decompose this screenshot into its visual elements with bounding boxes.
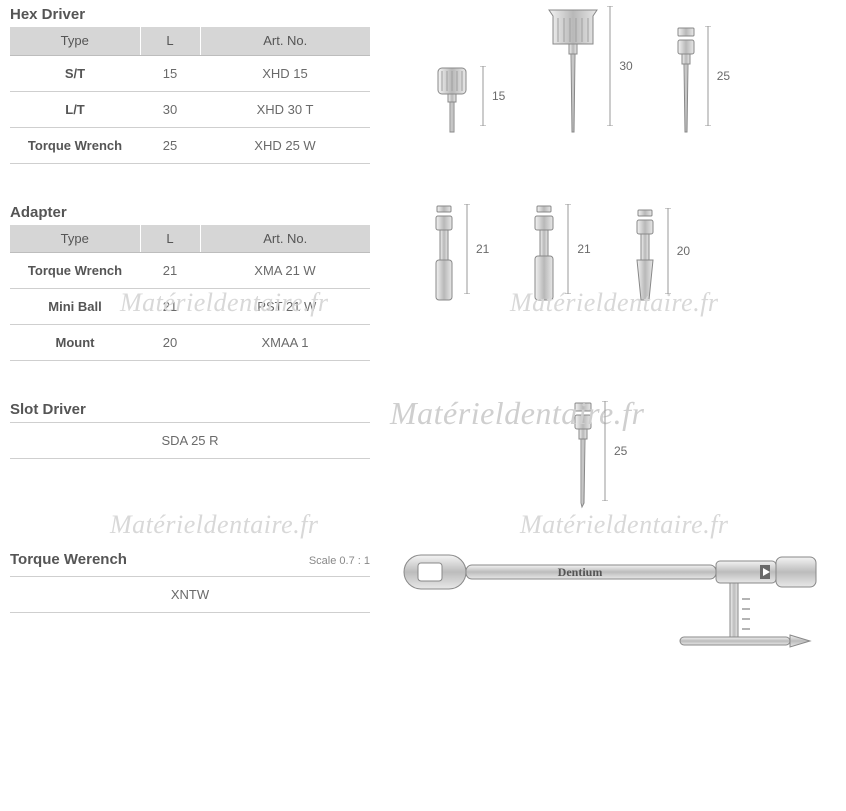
dimension-bracket-icon <box>565 204 573 294</box>
hex-driver-table: Type L Art. No. S/T 15 XHD 15 L/T 30 XHD… <box>10 27 370 164</box>
torque-wrench-title: Torque Werench <box>10 551 127 568</box>
driver-icon <box>545 6 601 136</box>
adapter-fig-3: 20 <box>631 208 690 304</box>
adapter-fig-2: 21 <box>529 204 590 304</box>
dimension-label: 20 <box>677 244 690 258</box>
cell-artno: XMA 21 W <box>200 253 370 289</box>
watermark: Matérieldentaire.fr <box>520 510 729 540</box>
col-type: Type <box>10 225 140 253</box>
table-row: S/T 15 XHD 15 <box>10 55 370 91</box>
hex-driver-fig-tw: 25 <box>673 26 730 136</box>
cell-artno: XHD 15 <box>200 55 370 91</box>
dimension-bracket-icon <box>464 204 472 294</box>
dimension-bracket-icon <box>602 401 610 501</box>
driver-icon <box>673 26 699 136</box>
col-artno: Art. No. <box>200 225 370 253</box>
cell-length: 21 <box>140 253 200 289</box>
hex-driver-section: Hex Driver Type L Art. No. S/T 15 XHD 15… <box>10 6 836 164</box>
dimension-label: 25 <box>717 69 730 83</box>
dimension-label: 30 <box>619 59 632 73</box>
hex-driver-fig-lt: 30 <box>545 6 632 136</box>
cell-artno: IPST 21 W <box>200 289 370 325</box>
dimension-bracket-icon <box>607 6 615 126</box>
hex-driver-fig-st: 15 <box>430 66 505 136</box>
table-row: Mount 20 XMAA 1 <box>10 325 370 361</box>
driver-icon <box>430 66 474 136</box>
cell-type: L/T <box>10 91 140 127</box>
dimension-bracket-icon <box>665 208 673 294</box>
watermark: Matérieldentaire.fr <box>110 510 319 540</box>
dimension-label: 21 <box>577 242 590 256</box>
cell-type: Torque Wrench <box>10 127 140 163</box>
adapter-table: Type L Art. No. Torque Wrench 21 XMA 21 … <box>10 225 370 362</box>
dimension-label: 21 <box>476 242 489 256</box>
cell-artno: XNTW <box>10 577 370 613</box>
cell-length: 15 <box>140 55 200 91</box>
adapter-fig-1: 21 <box>430 204 489 304</box>
table-row: Torque Wrench 21 XMA 21 W <box>10 253 370 289</box>
cell-type: S/T <box>10 55 140 91</box>
hex-driver-figures: 15 30 <box>370 6 836 136</box>
brand-label: Dentium <box>558 565 603 579</box>
slot-driver-table: SDA 25 R <box>10 422 370 459</box>
adapter-icon <box>430 204 458 304</box>
cell-artno: XHD 30 T <box>200 91 370 127</box>
table-row: Mini Ball 21 IPST 21 W <box>10 289 370 325</box>
dimension-bracket-icon <box>705 26 713 126</box>
col-artno: Art. No. <box>200 27 370 55</box>
slot-driver-title: Slot Driver <box>10 401 370 418</box>
adapter-icon <box>529 204 559 304</box>
dimension-bracket-icon <box>480 66 488 126</box>
adapter-title: Adapter <box>10 204 370 221</box>
col-length: L <box>140 27 200 55</box>
adapter-icon <box>631 208 659 304</box>
dimension-label: 25 <box>614 444 627 458</box>
cell-length: 25 <box>140 127 200 163</box>
torque-wrench-table: XNTW <box>10 576 370 613</box>
adapter-section: Adapter Type L Art. No. Torque Wrench 21… <box>10 204 836 362</box>
table-row: L/T 30 XHD 30 T <box>10 91 370 127</box>
cell-type: Mini Ball <box>10 289 140 325</box>
driver-icon <box>570 401 596 511</box>
cell-length: 20 <box>140 325 200 361</box>
torque-wrench-icon: Dentium <box>400 551 820 661</box>
cell-length: 21 <box>140 289 200 325</box>
col-length: L <box>140 225 200 253</box>
dimension-label: 15 <box>492 89 505 103</box>
cell-type: Torque Wrench <box>10 253 140 289</box>
cell-artno: XHD 25 W <box>200 127 370 163</box>
adapter-figures: 21 21 <box>370 204 836 304</box>
slot-driver-fig: 25 <box>570 401 627 511</box>
hex-driver-title: Hex Driver <box>10 6 370 23</box>
slot-driver-figures: 25 <box>370 401 836 511</box>
cell-artno: SDA 25 R <box>10 423 370 459</box>
slot-driver-section: Slot Driver SDA 25 R 25 <box>10 401 836 511</box>
cell-length: 30 <box>140 91 200 127</box>
torque-wrench-figure: Dentium <box>370 551 836 661</box>
cell-artno: XMAA 1 <box>200 325 370 361</box>
cell-type: Mount <box>10 325 140 361</box>
torque-wrench-section: Torque Werench Scale 0.7 : 1 XNTW Dentiu… <box>10 551 836 661</box>
table-row: Torque Wrench 25 XHD 25 W <box>10 127 370 163</box>
col-type: Type <box>10 27 140 55</box>
scale-label: Scale 0.7 : 1 <box>309 555 370 567</box>
